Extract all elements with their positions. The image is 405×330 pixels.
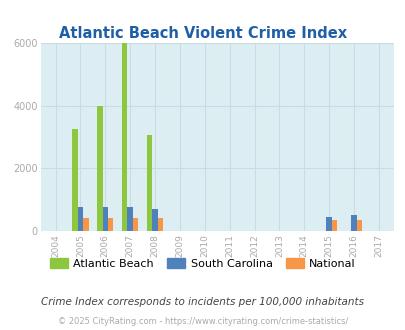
Bar [326,217,331,231]
Bar [152,209,158,231]
Bar [331,220,337,231]
Bar [102,208,108,231]
Bar [127,208,132,231]
Bar [108,217,113,231]
Bar [356,220,361,231]
Bar [77,208,83,231]
Legend: Atlantic Beach, South Carolina, National: Atlantic Beach, South Carolina, National [45,254,360,273]
Bar [122,43,127,231]
Bar [132,217,138,231]
Bar [83,217,88,231]
Text: Atlantic Beach Violent Crime Index: Atlantic Beach Violent Crime Index [59,25,346,41]
Text: Crime Index corresponds to incidents per 100,000 inhabitants: Crime Index corresponds to incidents per… [41,297,364,307]
Bar [158,217,163,231]
Text: © 2025 CityRating.com - https://www.cityrating.com/crime-statistics/: © 2025 CityRating.com - https://www.city… [58,317,347,326]
Bar [97,106,102,231]
Bar [147,135,152,231]
Bar [72,129,77,231]
Bar [350,215,356,231]
